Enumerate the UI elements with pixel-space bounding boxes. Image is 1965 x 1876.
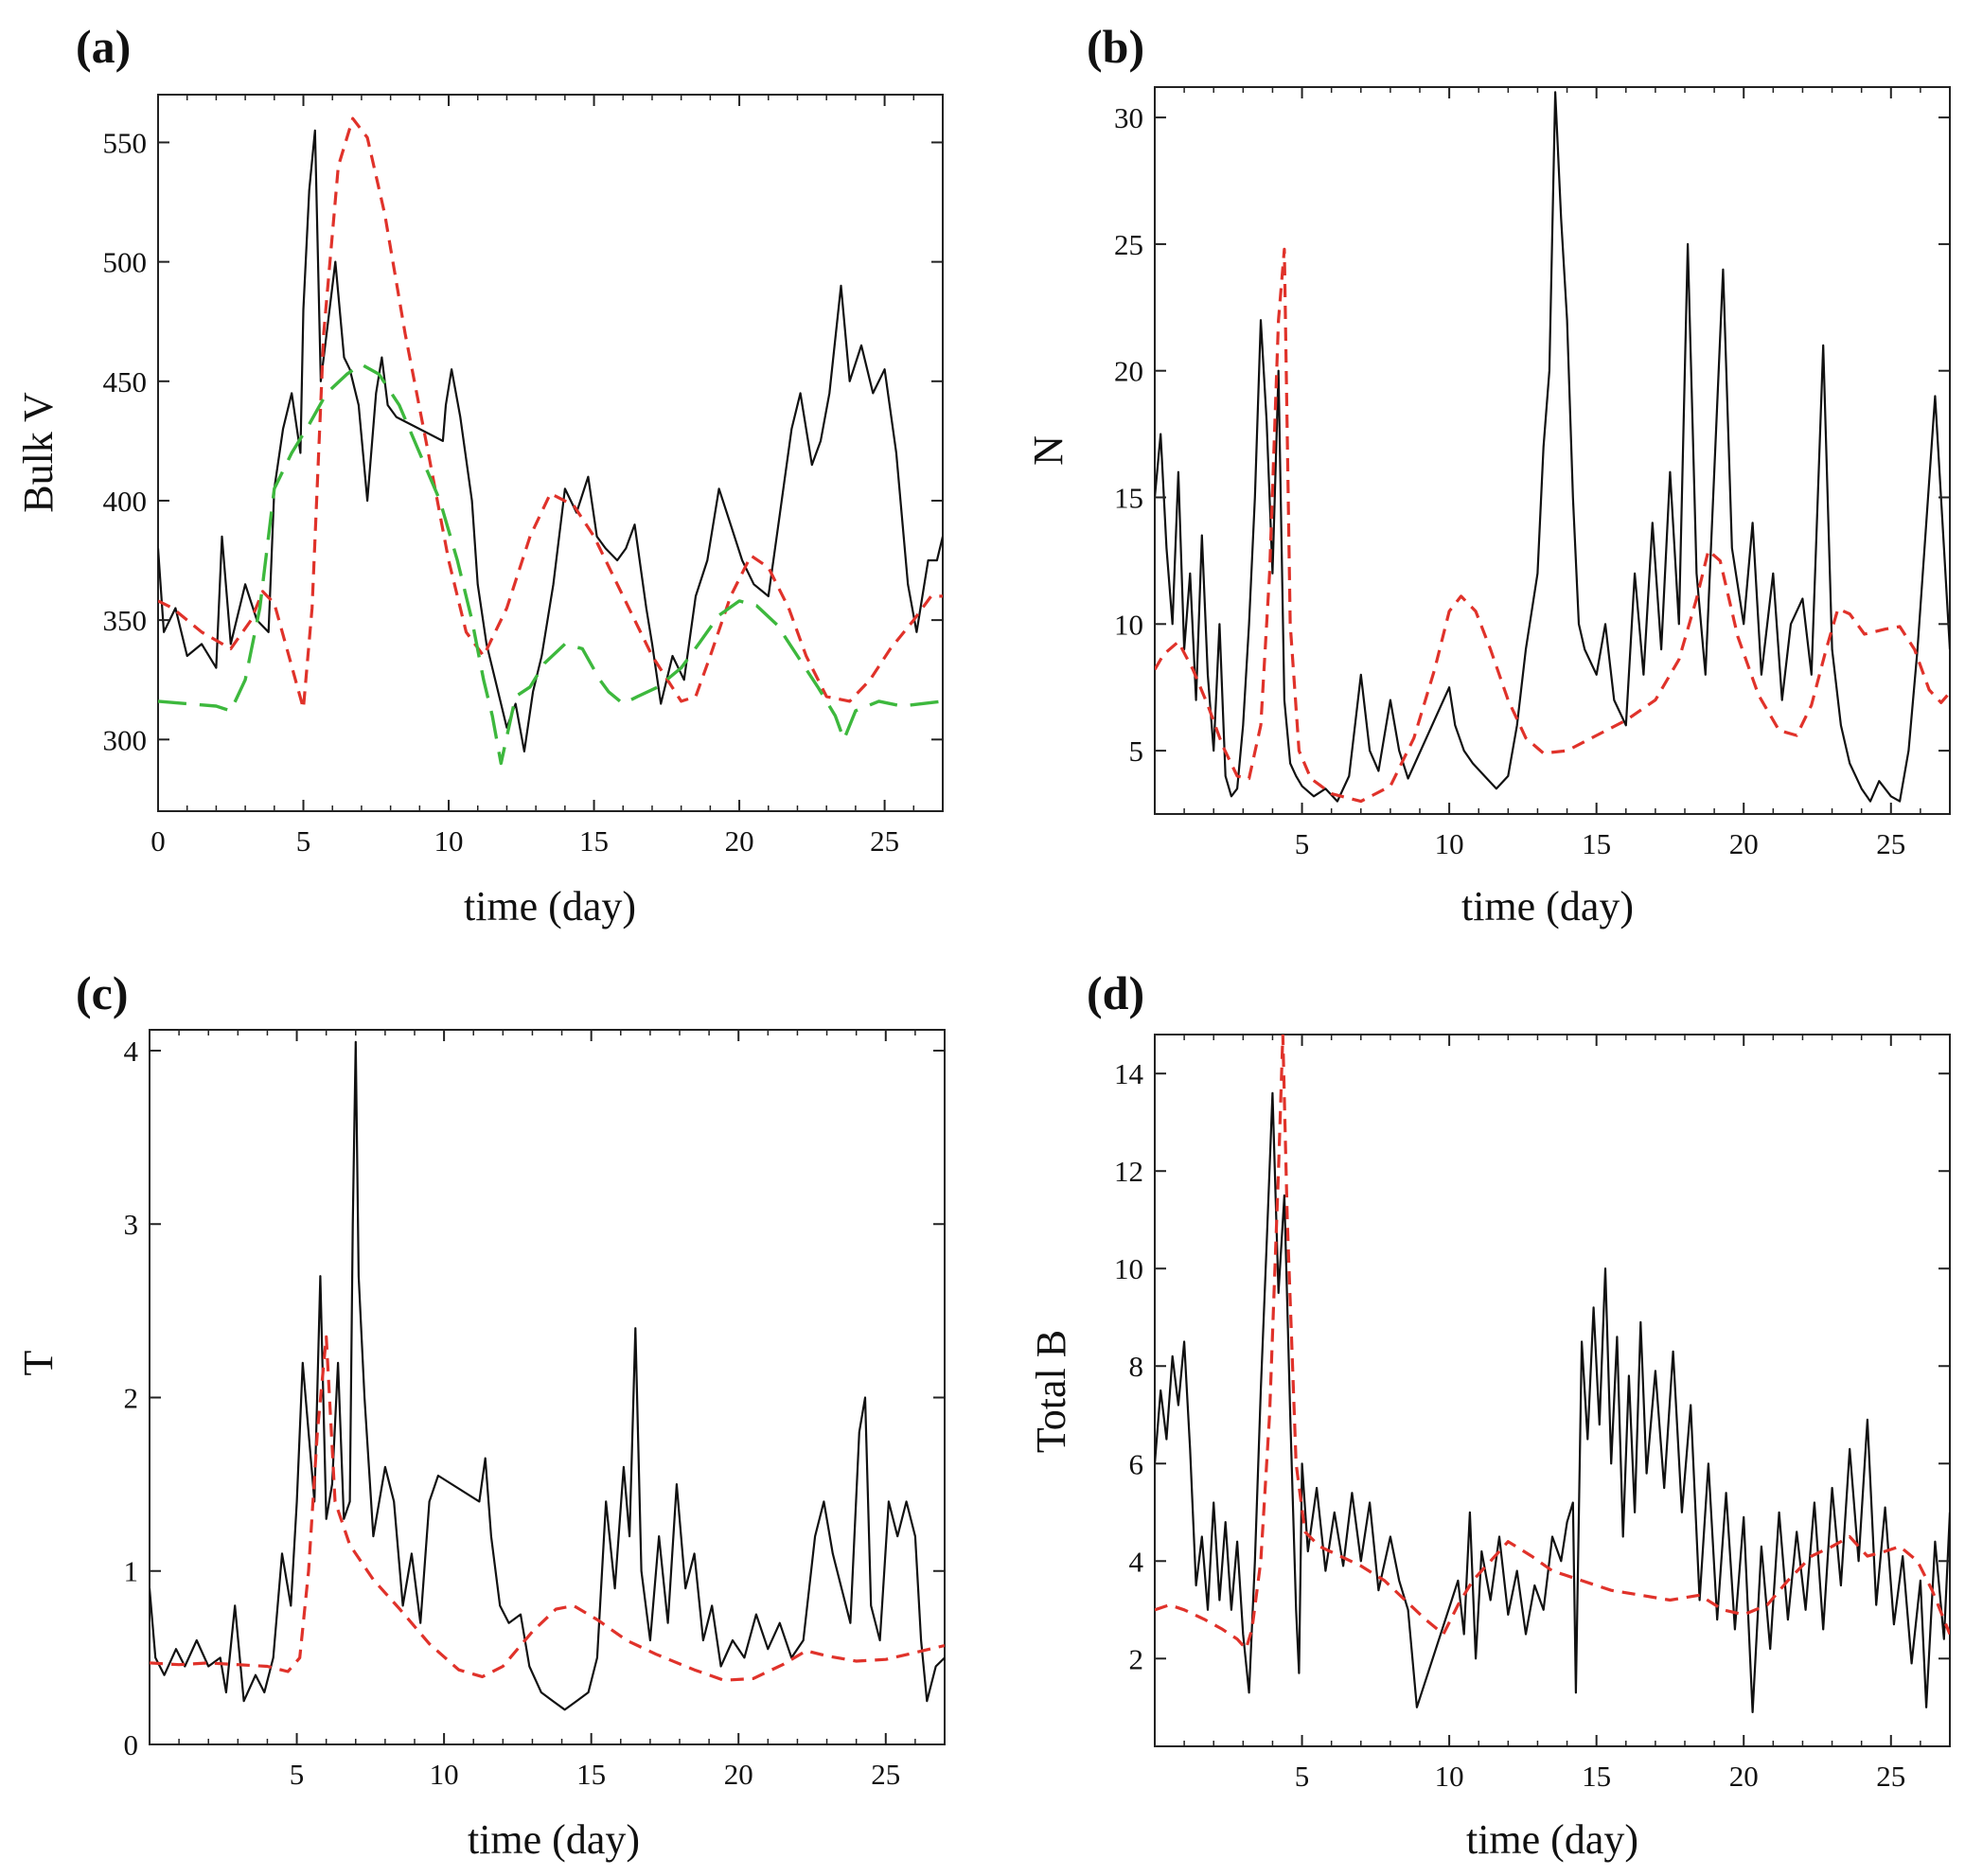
panel-d-xtick-label: 15 [1582, 1760, 1611, 1793]
panel-b-xtick-label: 20 [1729, 827, 1759, 860]
panel-b-xtick-label: 5 [1295, 827, 1310, 860]
panel-d-xlabel: time (day) [1466, 1816, 1638, 1863]
panel-a-ytick-label: 550 [103, 126, 148, 159]
panel-c-ylabel: T [15, 1350, 62, 1375]
panel-d: (d) 5 10 15 20 25 2 4 6 8 10 12 14 time (day) Total… [1028, 966, 1951, 1863]
panel-c-series-layer [150, 1040, 945, 1711]
panel-a-xtick-label: 0 [150, 824, 166, 858]
panel-a-ytick-label: 350 [103, 604, 148, 637]
panel-d-ytick-label: 12 [1114, 1155, 1143, 1188]
panel-b-xlabel: time (day) [1461, 883, 1634, 929]
panel-a: (a) 0 5 10 15 20 25 300 350 400 450 500 550 time (d… [15, 20, 944, 929]
panel-c-frame [149, 1029, 946, 1745]
panel-c-label: (c) [76, 966, 129, 1019]
panel-d-label: (d) [1087, 966, 1144, 1019]
panel-b-series-observed [1155, 91, 1950, 803]
panel-c-xtick-label: 20 [724, 1758, 753, 1791]
panel-b-ylabel: N [1025, 435, 1071, 466]
panel-c-xtick-label: 15 [576, 1758, 606, 1791]
panel-a-frame [157, 94, 944, 812]
panel-b-ytick-label: 5 [1129, 734, 1144, 768]
panel-b-ticks: 5 10 15 20 25 5 10 15 20 25 30 [1114, 87, 1951, 860]
panel-a-label: (a) [76, 20, 131, 73]
panel-c-ytick-label: 4 [124, 1035, 139, 1068]
panel-c: (c) 5 10 15 20 25 0 1 2 3 4 time (day) T [15, 966, 946, 1863]
panel-a-ytick-label: 500 [103, 246, 148, 279]
panel-b: (b) 5 10 15 20 25 5 10 15 20 25 30 time (day) N [1025, 20, 1951, 929]
panel-a-series-layer [158, 116, 943, 766]
panel-b-label: (b) [1087, 20, 1144, 73]
panel-d-xtick-label: 25 [1876, 1760, 1905, 1793]
panel-a-ticks: 0 5 10 15 20 25 300 350 400 450 500 550 [103, 95, 944, 858]
panel-a-ytick-label: 300 [103, 723, 148, 756]
panel-d-ylabel: Total B [1028, 1330, 1074, 1453]
panel-d-ytick-label: 10 [1114, 1252, 1143, 1285]
panel-c-ticks: 5 10 15 20 25 0 1 2 3 4 [124, 1030, 946, 1791]
panel-d-series-model-red [1155, 1035, 1950, 1651]
panel-d-frame [1154, 1034, 1951, 1747]
panel-b-frame [1154, 86, 1951, 815]
panel-d-xtick-label: 10 [1435, 1760, 1464, 1793]
panel-a-series-model-green [158, 363, 943, 766]
panel-b-ytick-label: 30 [1114, 101, 1143, 134]
panel-a-xtick-label: 25 [870, 824, 899, 858]
panel-a-ylabel: Bulk V [15, 392, 62, 513]
panel-a-xtick-label: 10 [434, 824, 464, 858]
panel-b-series-layer [1155, 91, 1950, 804]
panel-c-series-observed [150, 1040, 945, 1711]
panel-c-series-model-red [150, 1335, 945, 1682]
panel-d-xtick-label: 20 [1729, 1760, 1759, 1793]
panel-c-ytick-label: 1 [124, 1555, 139, 1588]
panel-d-xtick-label: 5 [1295, 1760, 1310, 1793]
panel-a-xtick-label: 20 [725, 824, 754, 858]
panel-c-ytick-label: 2 [124, 1381, 139, 1414]
panel-d-ticks: 5 10 15 20 25 2 4 6 8 10 12 14 [1114, 1035, 1951, 1793]
panel-a-ytick-label: 400 [103, 485, 148, 518]
panel-b-xtick-label: 25 [1876, 827, 1905, 860]
panel-b-xtick-label: 10 [1435, 827, 1464, 860]
panel-b-series-model-red [1155, 247, 1950, 804]
panel-a-xlabel: time (day) [464, 883, 636, 929]
panel-a-xtick-label: 5 [296, 824, 311, 858]
panel-c-ytick-label: 0 [124, 1728, 139, 1761]
panel-d-ytick-label: 14 [1114, 1057, 1144, 1090]
panel-d-ytick-label: 2 [1129, 1642, 1144, 1675]
panel-b-ytick-label: 25 [1114, 228, 1143, 261]
panel-a-ytick-label: 450 [103, 365, 148, 398]
panel-c-ytick-label: 3 [124, 1208, 139, 1241]
panel-c-xtick-label: 25 [871, 1758, 900, 1791]
panel-d-ytick-label: 4 [1129, 1545, 1144, 1578]
panel-b-ytick-label: 10 [1114, 608, 1143, 641]
panel-d-series-observed [1155, 1091, 1950, 1713]
panel-b-ytick-label: 20 [1114, 355, 1143, 388]
panel-a-xtick-label: 15 [579, 824, 609, 858]
panel-d-ytick-label: 6 [1129, 1447, 1144, 1480]
panel-b-ytick-label: 15 [1114, 482, 1143, 515]
panel-c-xtick-label: 10 [430, 1758, 459, 1791]
panel-d-ytick-label: 8 [1129, 1350, 1144, 1383]
panel-c-xtick-label: 5 [290, 1758, 305, 1791]
panel-d-series-layer [1155, 1035, 1950, 1713]
panel-b-xtick-label: 15 [1582, 827, 1611, 860]
panel-c-xlabel: time (day) [468, 1816, 640, 1863]
panel-a-series-observed [158, 129, 943, 752]
